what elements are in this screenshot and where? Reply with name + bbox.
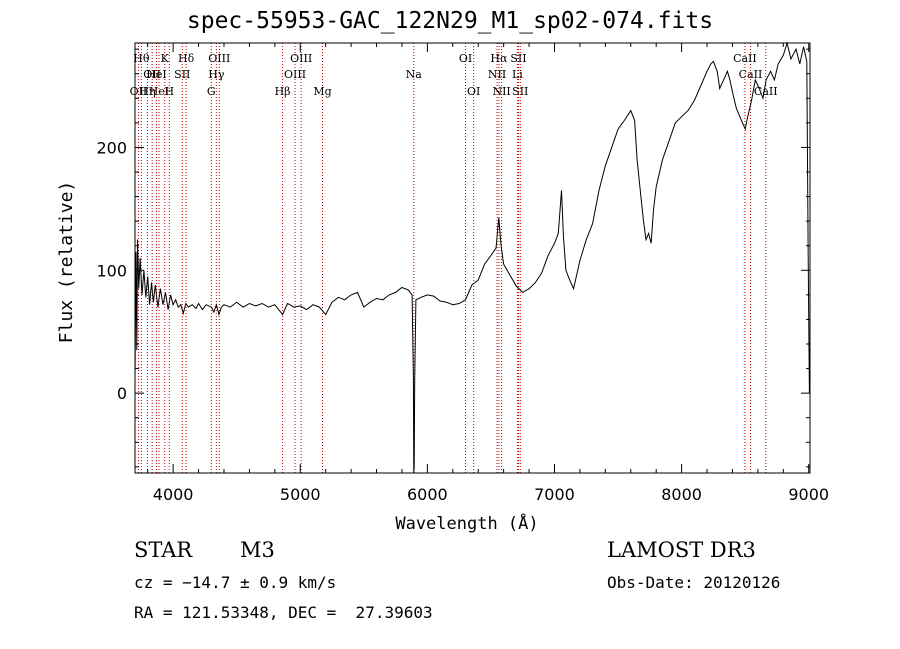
x-axis-label: Wavelength (Å) bbox=[395, 512, 538, 534]
spectral-line-label: OII bbox=[143, 68, 161, 81]
spectral-line-label: Mg bbox=[313, 85, 331, 98]
coordinates-text: RA = 121.53348, DEC = 27.39603 bbox=[134, 603, 433, 622]
x-tick-label: 5000 bbox=[280, 485, 321, 504]
x-tick-label: 6000 bbox=[407, 485, 448, 504]
spectral-line-label: G bbox=[207, 85, 216, 98]
spectral-line-label: SII bbox=[174, 68, 190, 81]
spectral-line-label: NII bbox=[492, 85, 510, 98]
x-tick-label: 4000 bbox=[153, 485, 194, 504]
spectral-line-label: OIII bbox=[208, 52, 230, 65]
spectral-line-markers bbox=[137, 43, 767, 473]
x-tick-label: 9000 bbox=[788, 485, 829, 504]
spectral-line-label: Hγ bbox=[208, 68, 225, 81]
plot-frame bbox=[134, 42, 811, 474]
redshift-text: cz = −14.7 ± 0.9 km/s bbox=[134, 573, 337, 592]
spectral-line-label: Li bbox=[512, 68, 523, 81]
spectral-line-label: OI bbox=[459, 52, 472, 65]
survey-name: LAMOST DR3 bbox=[607, 538, 756, 562]
spectrum-series-line bbox=[134, 41, 810, 474]
spectral-line-label: K bbox=[161, 52, 170, 65]
x-axis-ticks: 4000 5000 6000 7000 8000 9000 bbox=[147, 43, 829, 504]
spectral-line-label: OI bbox=[467, 85, 480, 98]
spectral-line-label: SII bbox=[510, 52, 526, 65]
x-tick-label: 8000 bbox=[661, 485, 702, 504]
spectral-line-label: OIII bbox=[284, 68, 306, 81]
object-subclass: M3 bbox=[240, 538, 275, 562]
y-tick-label: 0 bbox=[117, 384, 127, 403]
spectral-line-label: CaII bbox=[754, 85, 778, 98]
y-axis-label: Flux (relative) bbox=[56, 181, 77, 344]
observation-date: Obs-Date: 20120126 bbox=[607, 573, 781, 592]
spectral-line-label: CaII bbox=[733, 52, 757, 65]
y-tick-label: 200 bbox=[96, 138, 127, 157]
spectral-line-label: SII bbox=[512, 85, 528, 98]
x-tick-label: 7000 bbox=[534, 485, 575, 504]
y-axis-ticks: 0 100 200 bbox=[96, 48, 810, 468]
spectral-line-labels: OIIHθHηOIIHeIHeIKHSIIHδGHγOIIIHβOIIIOIII… bbox=[130, 52, 778, 98]
spectral-line-label: OII bbox=[130, 85, 148, 98]
spectral-line-label: Na bbox=[406, 68, 423, 81]
spectral-line-label: OIII bbox=[290, 52, 312, 65]
spectral-line-label: Hβ bbox=[275, 85, 291, 98]
spectral-line-label: H bbox=[165, 85, 175, 98]
spectral-line-label: Hα bbox=[490, 52, 508, 65]
spectral-line-label: Hθ bbox=[133, 52, 150, 65]
spectral-line-label: Hδ bbox=[178, 52, 195, 65]
spectral-line-label: Hη bbox=[139, 85, 155, 98]
chart-title: spec-55953-GAC_122N29_M1_sp02-074.fits bbox=[186, 8, 714, 34]
spectral-line-label: HeI bbox=[149, 85, 169, 98]
spectral-line-label: NII bbox=[488, 68, 506, 81]
spectral-line-label: HeI bbox=[146, 68, 166, 81]
spectral-line-label: CaII bbox=[739, 68, 763, 81]
y-tick-label: 100 bbox=[96, 261, 127, 280]
object-class: STAR bbox=[134, 538, 193, 562]
